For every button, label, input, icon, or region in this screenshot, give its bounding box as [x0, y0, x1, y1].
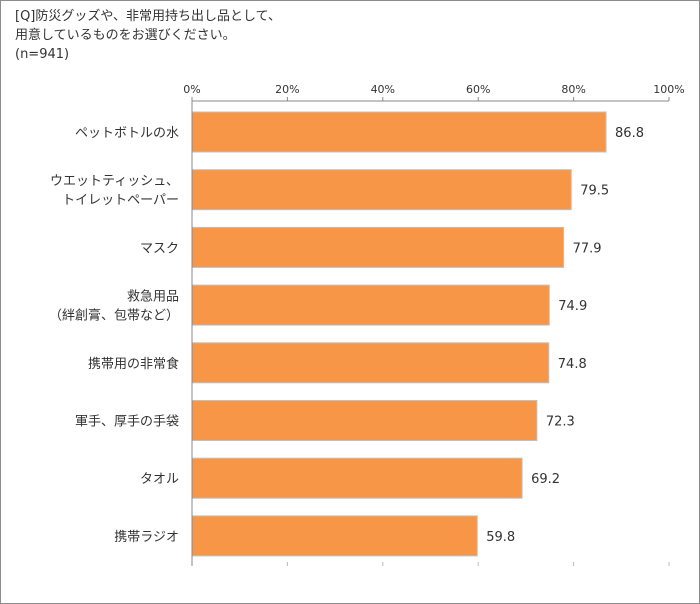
bar: [191, 226, 565, 268]
bar: [191, 111, 607, 153]
question-line-2: 用意しているものをお選びください。: [15, 28, 236, 43]
value-label: 79.5: [580, 184, 609, 199]
bar: [191, 457, 523, 499]
category-label: ペットボトルの水: [75, 126, 179, 141]
category-label: （絆創膏、包帯など）: [49, 308, 179, 324]
x-tick-label: 80%: [561, 83, 585, 96]
category-label: マスク: [140, 241, 179, 256]
x-tick-label: 0%: [183, 83, 200, 96]
x-tick-label: 100%: [653, 83, 684, 96]
category-label: ウエットティッシュ、: [50, 174, 179, 189]
bar: [191, 400, 538, 441]
x-tick-label: 20%: [275, 83, 299, 96]
bar: [191, 169, 572, 211]
category-label: 軍手、厚手の手袋: [75, 415, 179, 430]
value-label: 77.9: [573, 241, 602, 256]
category-label: 救急用品: [127, 289, 179, 305]
value-label: 72.3: [546, 415, 575, 430]
sample-size: (n=941): [15, 47, 70, 62]
value-label: 74.9: [558, 299, 587, 314]
bar: [191, 515, 478, 557]
category-label: タオル: [140, 472, 179, 487]
value-label: 74.8: [558, 357, 587, 372]
bar: [191, 342, 550, 384]
category-label: 携帯用の非常食: [88, 356, 179, 372]
category-label: トイレットペーパー: [62, 193, 179, 208]
category-label: 携帯ラジオ: [114, 529, 179, 545]
question-line-1: [Q]防災グッズや、非常用持ち出し品として、: [15, 9, 281, 24]
x-tick-label: 40%: [371, 83, 395, 96]
value-label: 69.2: [531, 472, 560, 487]
value-label: 86.8: [615, 126, 644, 141]
bar: [191, 284, 550, 326]
value-label: 59.8: [486, 530, 515, 545]
x-tick-label: 60%: [466, 83, 490, 96]
